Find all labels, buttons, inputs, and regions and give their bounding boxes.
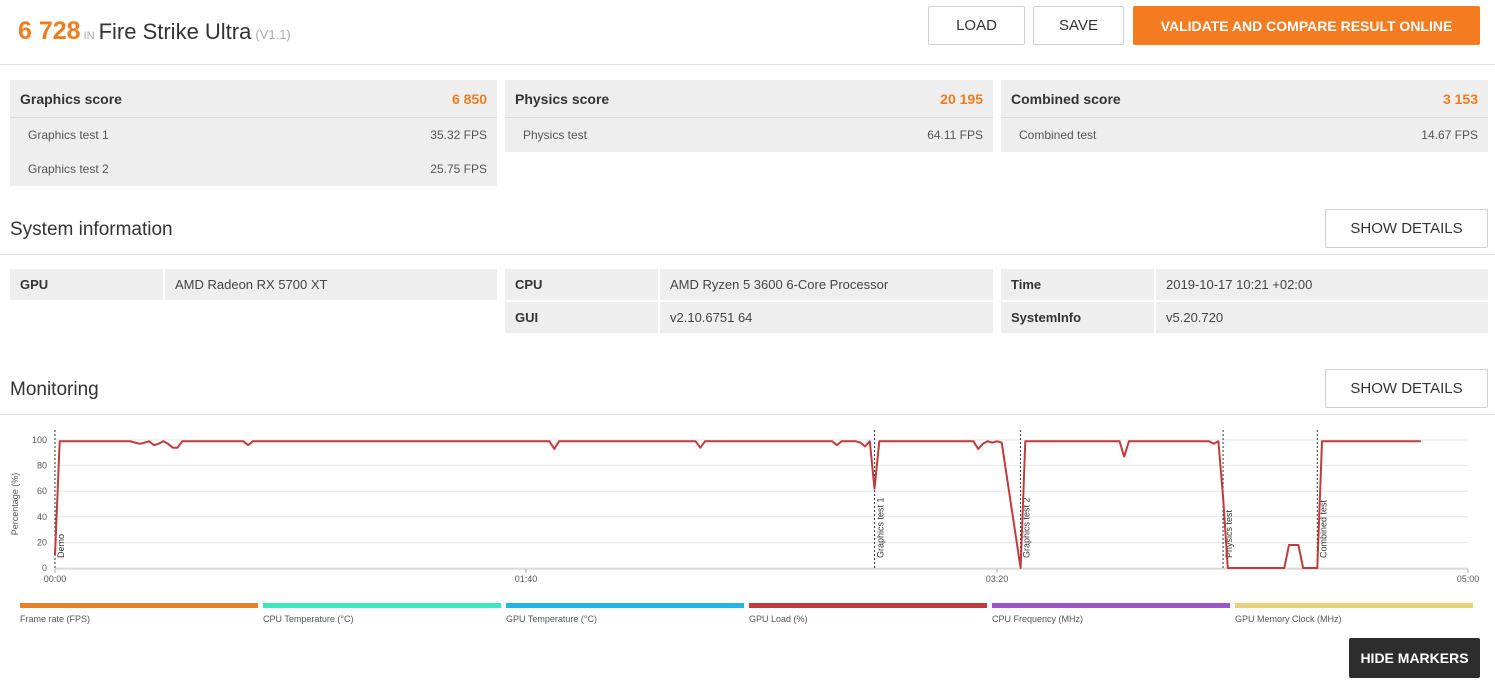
marker-label: Demo xyxy=(56,534,66,558)
info-value: 2019-10-17 10:21 +02:00 xyxy=(1156,269,1488,300)
info-value: v2.10.6751 64 xyxy=(660,302,993,333)
series-line-gpu-load xyxy=(54,440,1421,569)
y-tick-label: 20 xyxy=(37,537,47,547)
load-button[interactable]: LOAD xyxy=(928,6,1025,45)
y-axis-label: Percentage (%) xyxy=(10,473,20,536)
legend-item[interactable]: GPU Memory Clock (MHz) xyxy=(1235,603,1473,624)
info-value: v5.20.720 xyxy=(1156,302,1488,333)
info-value: AMD Radeon RX 5700 XT xyxy=(165,269,497,300)
info-key: SystemInfo xyxy=(1001,302,1154,333)
legend-item[interactable]: Frame rate (FPS) xyxy=(20,603,258,624)
legend-label: GPU Load (%) xyxy=(749,614,808,624)
result-header: 6 728 IN Fire Strike Ultra (V1.1) LOAD SAVE… xyxy=(0,0,1495,65)
legend-label: GPU Memory Clock (MHz) xyxy=(1235,614,1342,624)
section-divider xyxy=(0,414,1495,415)
validate-compare-button[interactable]: VALIDATE AND COMPARE RESULT ONLINE xyxy=(1133,6,1480,45)
info-key: GPU xyxy=(10,269,163,300)
combined-score-header: Combined score 3 153 xyxy=(1001,80,1488,118)
test-value: 25.75 FPS xyxy=(430,162,487,176)
info-row-gpu: GPU AMD Radeon RX 5700 XT xyxy=(10,269,497,300)
monitoring-chart: 0 20 40 60 80 100 00:00 01:40 03:20 05:00 Percenta… xyxy=(10,430,1480,584)
info-row-systeminfo: SystemInfo v5.20.720 xyxy=(1001,302,1488,333)
test-name: Combined test xyxy=(1019,128,1097,142)
graphics-score-label: Graphics score xyxy=(20,90,122,107)
legend-color-bar xyxy=(1235,603,1473,608)
legend-label: Frame rate (FPS) xyxy=(20,614,91,624)
graphics-score-header: Graphics score 6 850 xyxy=(10,80,497,118)
system-show-details-button[interactable]: SHOW DETAILS xyxy=(1325,209,1488,248)
info-row-gui: GUI v2.10.6751 64 xyxy=(505,302,993,333)
test-name: Graphics test 1 xyxy=(28,128,109,142)
y-tick-label: 80 xyxy=(37,461,47,471)
physics-score-value: 20 195 xyxy=(940,90,983,107)
legend-color-bar xyxy=(263,603,501,608)
section-divider xyxy=(0,254,1495,255)
overall-score: 6 728 xyxy=(18,17,81,45)
info-value: AMD Ryzen 5 3600 6-Core Processor xyxy=(660,269,993,300)
y-tick-label: 40 xyxy=(37,512,47,522)
legend-color-bar xyxy=(749,603,987,608)
y-tick-label: 100 xyxy=(32,435,47,445)
graphics-test-1-row: Graphics test 1 35.32 FPS xyxy=(10,118,497,152)
combined-score-value: 3 153 xyxy=(1442,90,1478,107)
physics-score-label: Physics score xyxy=(515,90,610,107)
in-word: IN xyxy=(83,30,95,42)
y-tick-label: 60 xyxy=(37,486,47,496)
combined-score-panel: Combined score 3 153 Combined test 14.67… xyxy=(1001,80,1488,152)
cpu-info-table: CPU AMD Ryzen 5 3600 6-Core Processor GU… xyxy=(505,269,993,335)
combined-test-row: Combined test 14.67 FPS xyxy=(1001,118,1488,152)
physics-test-row: Physics test 64.11 FPS xyxy=(505,118,993,152)
benchmark-name: Fire Strike Ultra xyxy=(98,19,252,44)
test-value: 35.32 FPS xyxy=(430,128,487,142)
info-key: CPU xyxy=(505,269,658,300)
gpu-info-table: GPU AMD Radeon RX 5700 XT xyxy=(10,269,497,302)
legend-color-bar xyxy=(506,603,744,608)
legend-label: CPU Frequency (MHz) xyxy=(992,614,1084,624)
y-tick-label: 0 xyxy=(42,563,47,573)
marker-label: Graphics test 1 xyxy=(876,497,886,558)
x-tick-label: 01:40 xyxy=(515,574,538,584)
graphics-score-panel: Graphics score 6 850 Graphics test 1 35.… xyxy=(10,80,497,186)
legend-label: GPU Temperature (°C) xyxy=(506,614,597,624)
system-information-title: System information xyxy=(10,219,173,240)
info-key: GUI xyxy=(505,302,658,333)
result-title: 6 728 IN Fire Strike Ultra (V1.1) xyxy=(18,17,291,46)
save-button[interactable]: SAVE xyxy=(1033,6,1124,45)
benchmark-version: (V1.1) xyxy=(255,27,291,42)
hide-markers-button[interactable]: HIDE MARKERS xyxy=(1349,638,1480,678)
legend-item[interactable]: CPU Frequency (MHz) xyxy=(992,603,1230,624)
legend-label: CPU Temperature (°C) xyxy=(263,614,354,624)
test-name: Graphics test 2 xyxy=(28,162,109,176)
legend-color-bar xyxy=(20,603,258,608)
legend-item[interactable]: CPU Temperature (°C) xyxy=(263,603,501,624)
marker-label: Combined test xyxy=(1318,499,1328,558)
monitoring-title: Monitoring xyxy=(10,379,99,400)
time-info-table: Time 2019-10-17 10:21 +02:00 SystemInfo … xyxy=(1001,269,1488,335)
x-tick-label: 03:20 xyxy=(986,574,1009,584)
graphics-test-2-row: Graphics test 2 25.75 FPS xyxy=(10,152,497,186)
info-key: Time xyxy=(1001,269,1154,300)
graphics-score-value: 6 850 xyxy=(451,90,487,107)
test-value: 14.67 FPS xyxy=(1421,128,1478,142)
combined-score-label: Combined score xyxy=(1011,90,1121,107)
info-row-time: Time 2019-10-17 10:21 +02:00 xyxy=(1001,269,1488,300)
physics-score-header: Physics score 20 195 xyxy=(505,80,993,118)
test-value: 64.11 FPS xyxy=(927,128,983,142)
x-tick-label: 05:00 xyxy=(1457,574,1480,584)
monitoring-show-details-button[interactable]: SHOW DETAILS xyxy=(1325,369,1488,408)
info-row-cpu: CPU AMD Ryzen 5 3600 6-Core Processor xyxy=(505,269,993,300)
x-tick-label: 00:00 xyxy=(44,574,67,584)
physics-score-panel: Physics score 20 195 Physics test 64.11 … xyxy=(505,80,993,152)
marker-label: Graphics test 2 xyxy=(1022,497,1032,558)
legend-color-bar xyxy=(992,603,1230,608)
legend-item[interactable]: GPU Temperature (°C) xyxy=(506,603,744,624)
test-name: Physics test xyxy=(523,128,588,142)
legend-item[interactable]: GPU Load (%) xyxy=(749,603,987,624)
marker-label: Physics test xyxy=(1224,509,1234,558)
